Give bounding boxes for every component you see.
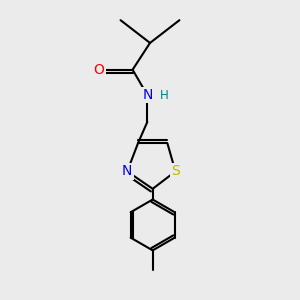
Text: N: N	[122, 164, 132, 178]
Text: S: S	[171, 164, 180, 178]
Text: H: H	[160, 88, 169, 102]
Text: N: N	[142, 88, 152, 102]
Text: O: O	[94, 63, 105, 77]
